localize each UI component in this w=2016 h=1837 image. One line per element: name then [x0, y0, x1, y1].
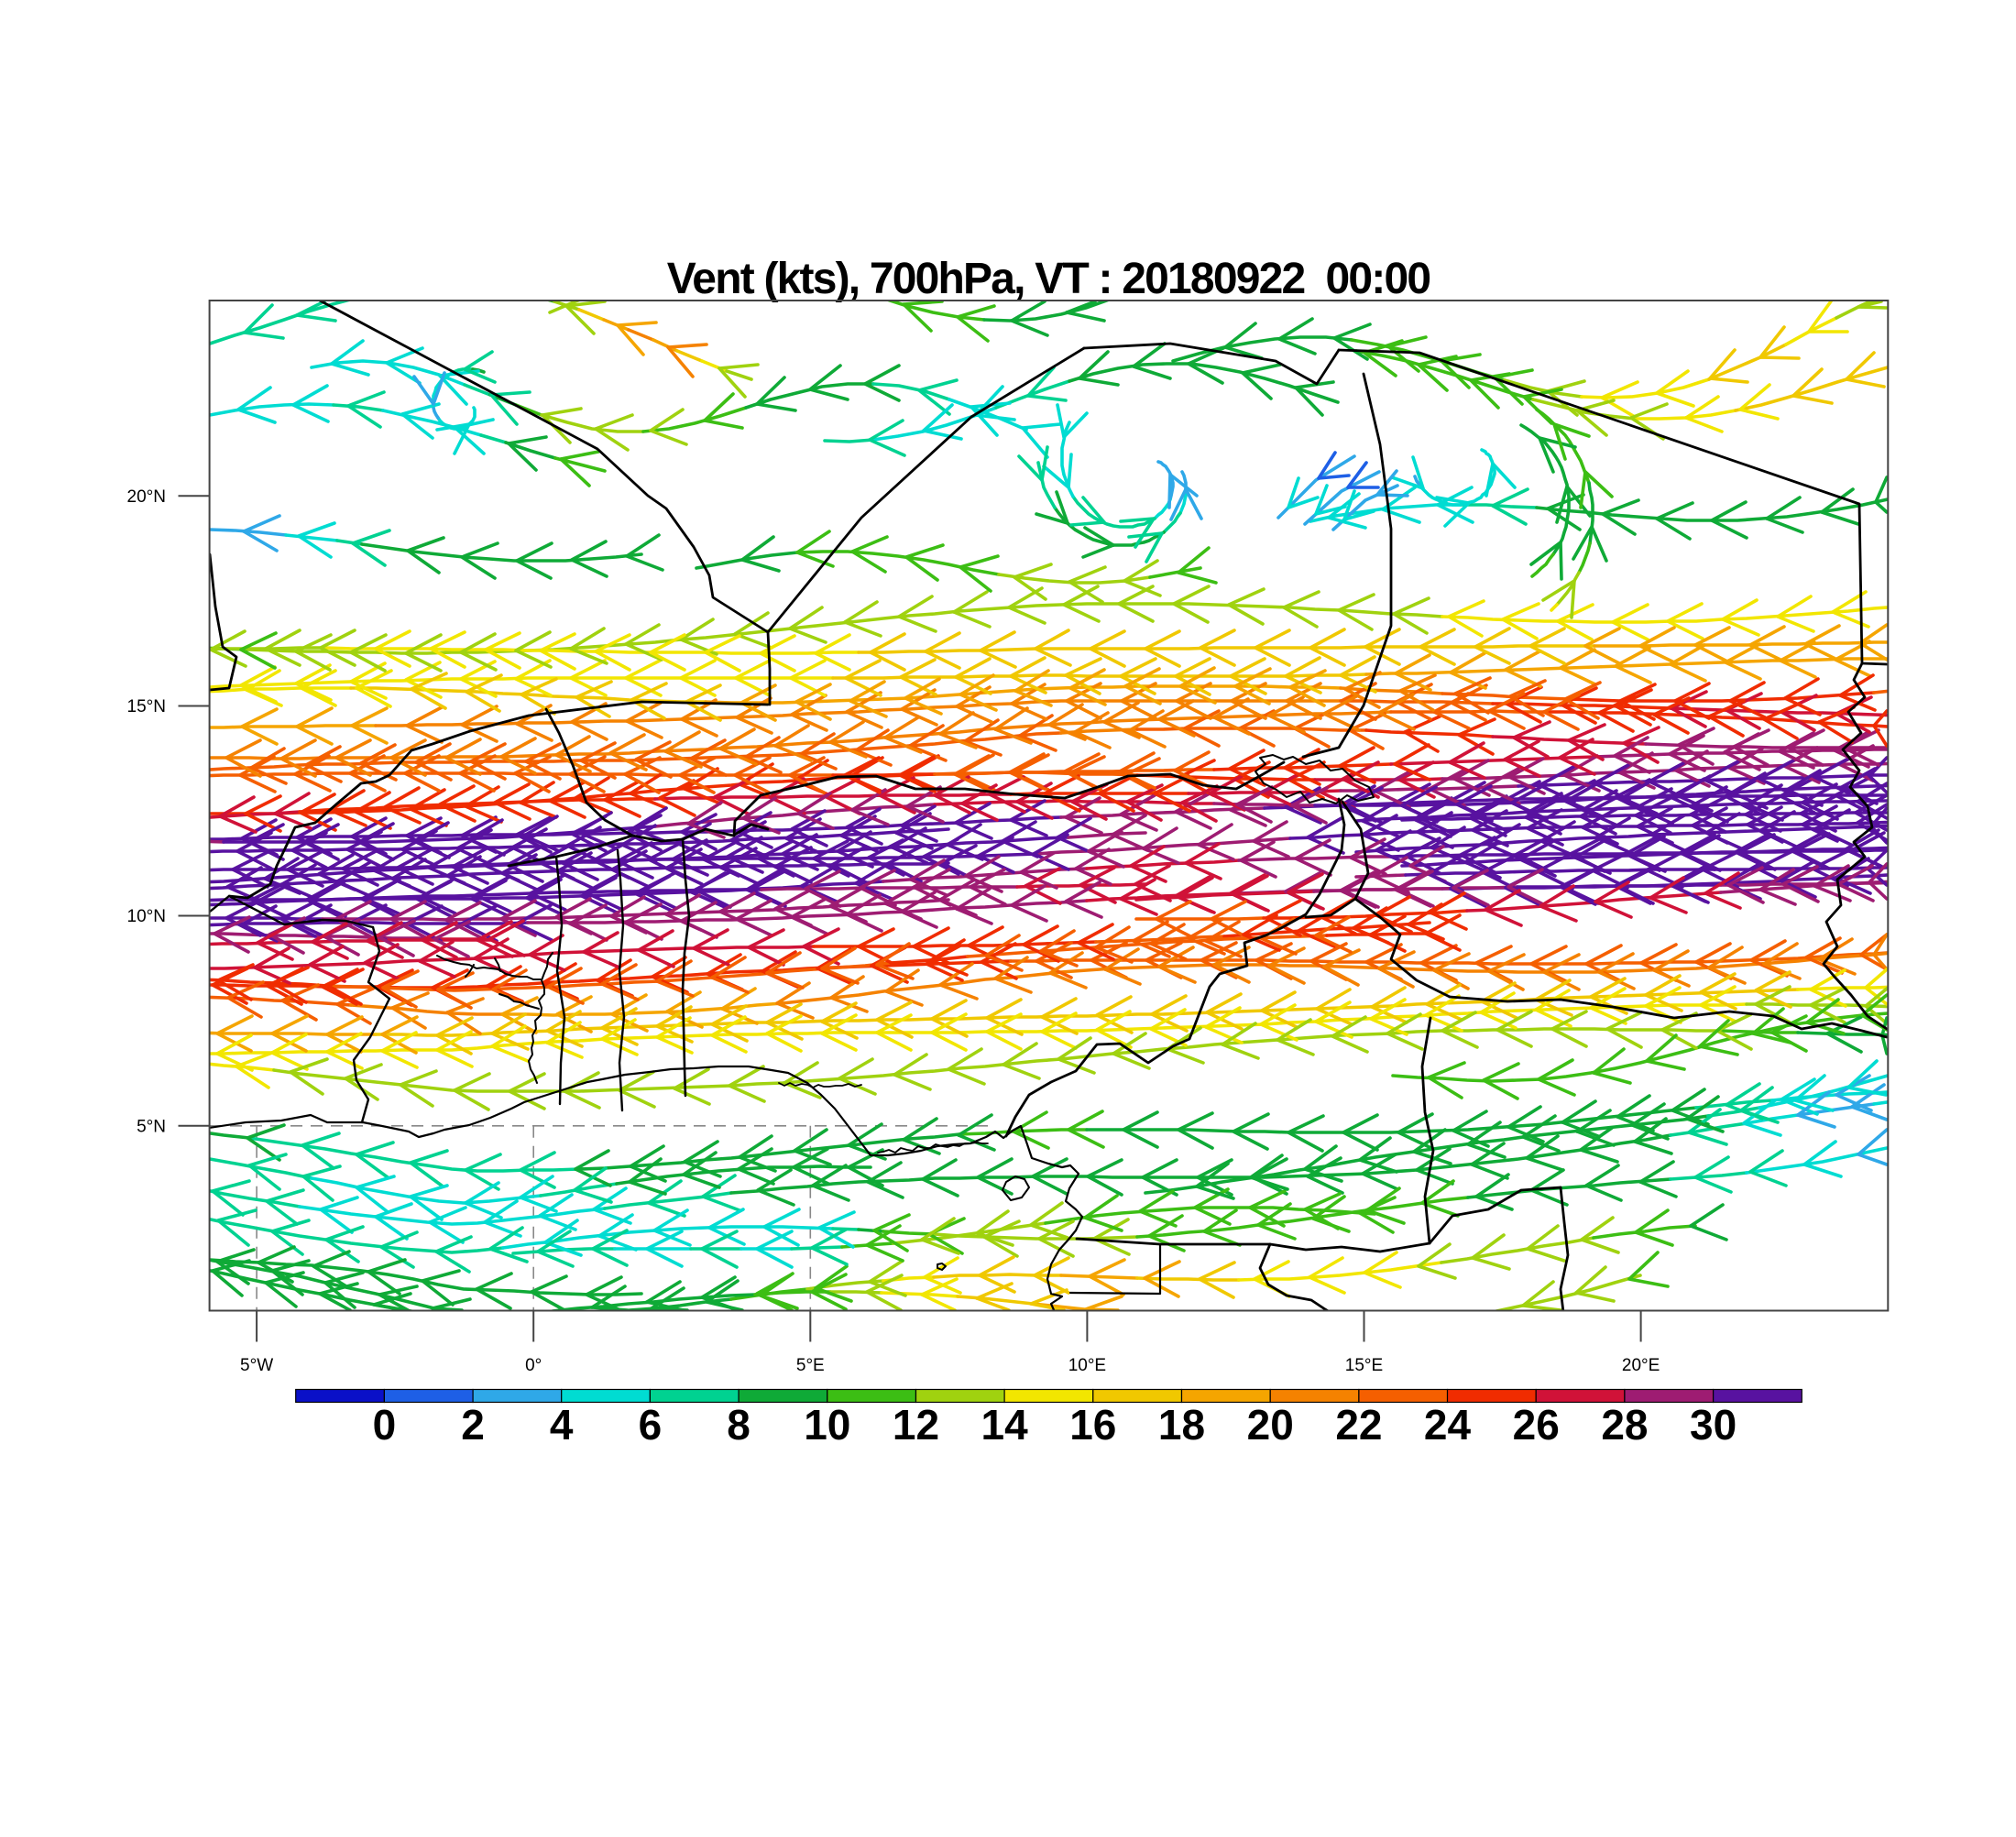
svg-text:15°N: 15°N — [127, 697, 166, 716]
svg-text:24: 24 — [1424, 1401, 1472, 1449]
svg-text:20: 20 — [1247, 1401, 1294, 1449]
svg-text:20°N: 20°N — [127, 487, 166, 507]
svg-text:5°E: 5°E — [796, 1356, 825, 1375]
svg-text:15°E: 15°E — [1345, 1356, 1383, 1375]
svg-text:30: 30 — [1690, 1401, 1737, 1449]
svg-text:0: 0 — [373, 1401, 397, 1449]
svg-text:5°N: 5°N — [137, 1117, 166, 1136]
svg-text:26: 26 — [1513, 1401, 1560, 1449]
svg-text:18: 18 — [1158, 1401, 1205, 1449]
svg-text:8: 8 — [727, 1401, 751, 1449]
svg-text:14: 14 — [981, 1401, 1029, 1449]
svg-text:5°W: 5°W — [240, 1356, 273, 1375]
svg-text:10°E: 10°E — [1068, 1356, 1106, 1375]
svg-text:12: 12 — [893, 1401, 939, 1449]
svg-text:0°: 0° — [525, 1356, 542, 1375]
svg-text:22: 22 — [1335, 1401, 1382, 1449]
svg-text:4: 4 — [550, 1401, 574, 1449]
svg-text:28: 28 — [1601, 1401, 1648, 1449]
svg-text:Vent (kts), 700hPa, VT : 20180: Vent (kts), 700hPa, VT : 20180922 00:00 — [667, 255, 1430, 303]
svg-text:2: 2 — [461, 1401, 485, 1449]
svg-text:10°N: 10°N — [127, 907, 166, 926]
svg-text:20°E: 20°E — [1622, 1356, 1660, 1375]
svg-text:10: 10 — [804, 1401, 850, 1449]
svg-text:16: 16 — [1069, 1401, 1116, 1449]
svg-text:6: 6 — [639, 1401, 663, 1449]
